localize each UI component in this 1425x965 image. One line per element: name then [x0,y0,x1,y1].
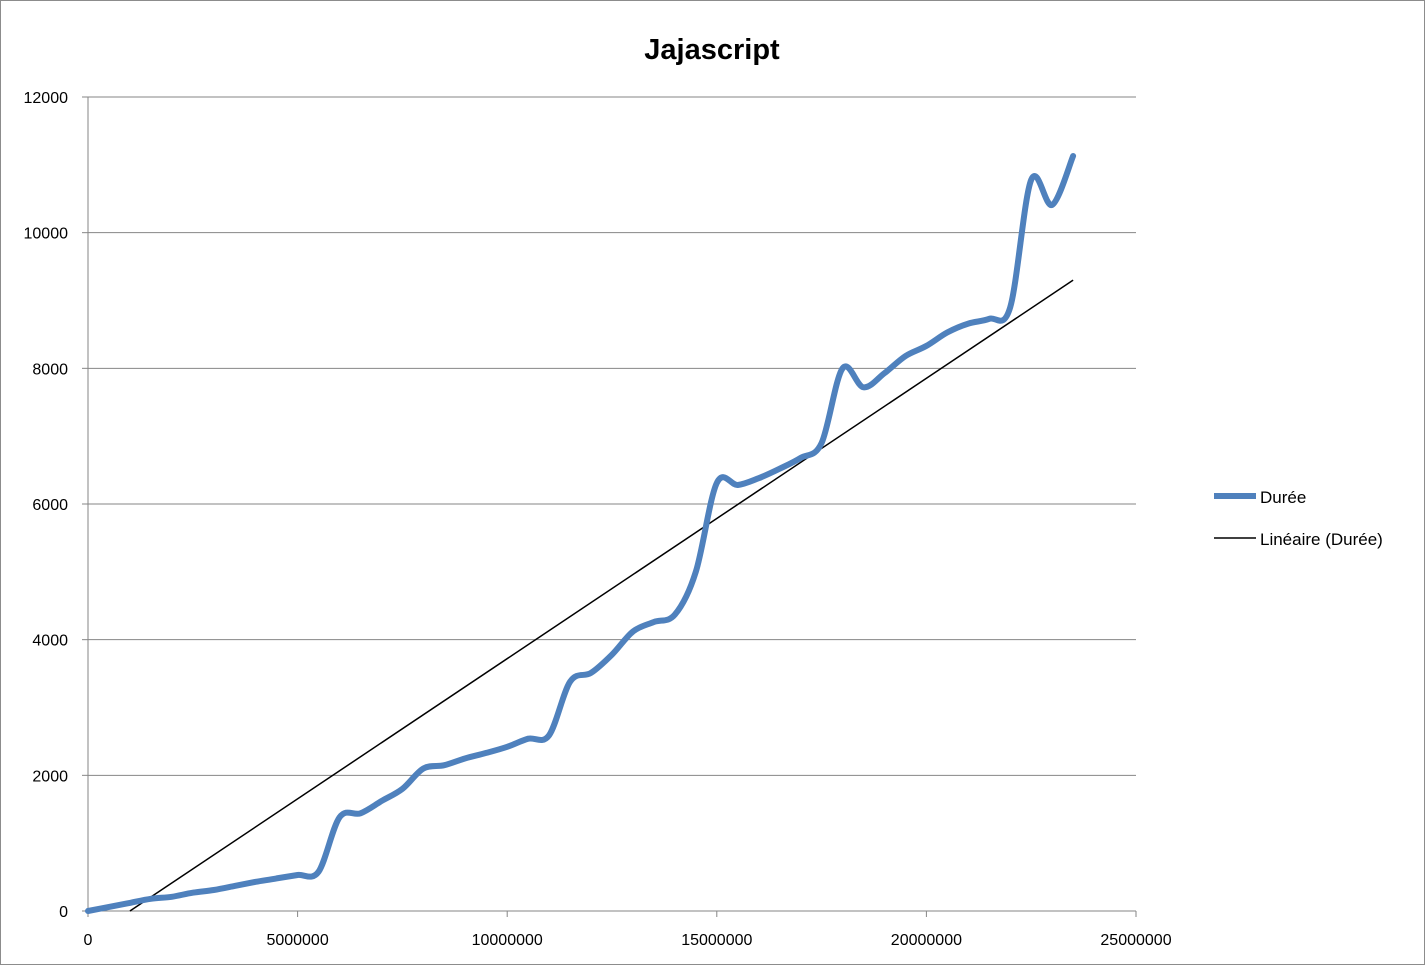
series-line-duree [85,153,1077,914]
x-tick-label: 5000000 [266,932,328,949]
x-axis-ticks: 0 5000000 10000000 15000000 20000000 25000000 [84,911,1172,949]
x-tick-label: 10000000 [472,932,543,949]
y-axis-ticks: 0 2000 4000 6000 8000 10000 12000 [24,90,88,921]
gridlines [88,96,1136,776]
legend-label-duree: Durée [1260,488,1306,507]
y-tick-label: 4000 [32,633,68,650]
legend-label-lineaire: Linéaire (Durée) [1260,530,1383,549]
x-tick-label: 20000000 [891,932,962,949]
y-tick-label: 2000 [32,768,68,785]
y-tick-label: 12000 [24,90,69,107]
y-tick-label: 6000 [32,497,68,514]
series-group [85,153,1077,914]
x-tick-label: 15000000 [681,932,752,949]
y-tick-label: 10000 [24,226,69,243]
legend: Durée Linéaire (Durée) [1214,488,1383,549]
x-tick-label: 0 [84,932,93,949]
y-tick-label: 8000 [32,361,68,378]
series-line-lineaire [129,279,1074,912]
x-tick-label: 25000000 [1100,932,1171,949]
chart-title: Jajascript [644,34,780,66]
y-tick-label: 0 [59,904,68,921]
